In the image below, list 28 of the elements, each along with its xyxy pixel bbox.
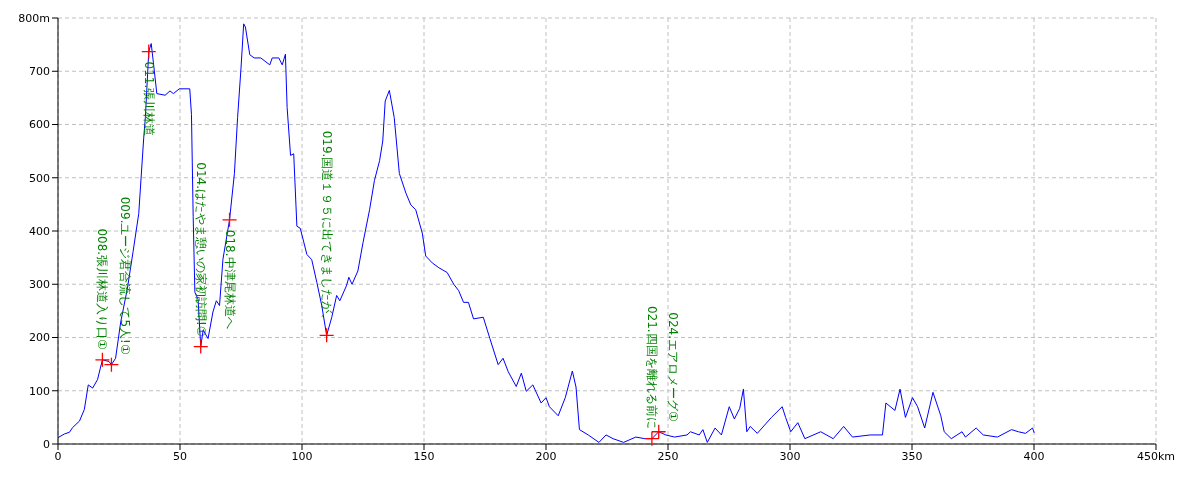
y-tick-label: 200 — [29, 331, 50, 345]
y-tick-label: 600 — [29, 118, 50, 132]
y-tick-label: 0 — [43, 437, 50, 451]
y-tick-label: 800m — [18, 11, 50, 25]
annotation: 019.国道１９５に出てきましたが、 — [319, 130, 334, 326]
annotation: 018.中津尾林道へ — [222, 229, 237, 329]
x-tick-label: 200 — [535, 449, 557, 463]
y-tick-label: 300 — [29, 278, 50, 292]
x-tick-label: 250 — [657, 449, 679, 463]
x-tick-label: 400 — [1023, 449, 1045, 463]
y-tick-label: 400 — [29, 224, 50, 238]
x-tick-label: 450km — [1136, 449, 1176, 463]
x-tick-label: 0 — [54, 449, 62, 463]
x-tick-label: 50 — [173, 449, 187, 463]
annotation: 014.はたやま憩いの家初訪問!① — [193, 162, 208, 337]
y-tick-label: 100 — [29, 384, 50, 398]
x-tick-label: 300 — [779, 449, 801, 463]
x-tick-label: 150 — [413, 449, 435, 463]
line-series — [58, 23, 1035, 443]
y-tick-label: 700 — [29, 65, 50, 79]
y-tick-label: 500 — [29, 171, 50, 185]
x-tick-label: 350 — [901, 449, 923, 463]
annotation: 009.ユージ君合流して5人!① — [118, 196, 133, 355]
annotation: 021.四国を離れる前に — [644, 305, 659, 429]
annotation: 011.張川林道 — [141, 61, 156, 137]
annotation: 008.張川林道入り口① — [95, 228, 110, 350]
x-tick-label: 100 — [291, 449, 313, 463]
annotation: 024.エアロメーグ① — [665, 312, 680, 422]
